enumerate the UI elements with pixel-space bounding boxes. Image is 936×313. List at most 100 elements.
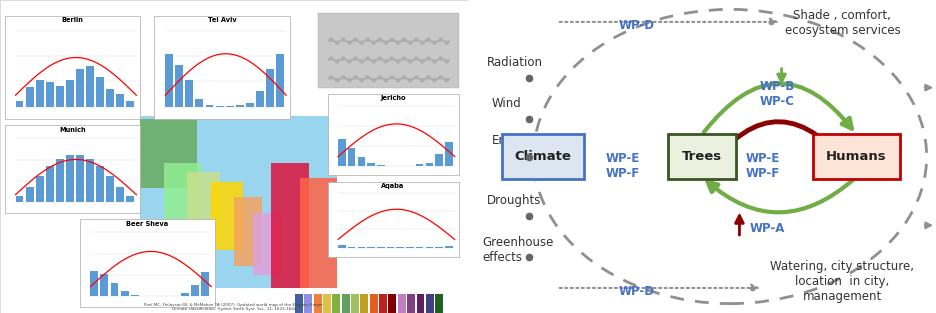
Bar (304, 294, 313, 313)
Text: WP-E
WP-F: WP-E WP-F (746, 152, 780, 180)
Bar (426, 247, 433, 248)
Bar (387, 247, 394, 248)
Text: Aqaba: Aqaba (382, 183, 404, 189)
Text: Trees: Trees (682, 150, 722, 163)
Bar (76, 155, 84, 202)
Bar (358, 247, 365, 248)
FancyArrowPatch shape (708, 179, 855, 213)
Bar (121, 291, 128, 296)
Bar (377, 247, 385, 248)
Bar (367, 162, 374, 166)
Bar (36, 80, 44, 106)
Text: Beer Sheva: Beer Sheva (126, 221, 168, 227)
Bar (106, 89, 114, 106)
Bar (16, 100, 23, 106)
Text: Radiation: Radiation (487, 56, 543, 69)
Bar (253, 213, 281, 275)
Text: Greenhouse
effects: Greenhouse effects (482, 236, 553, 264)
Bar (154, 16, 290, 119)
FancyBboxPatch shape (668, 134, 737, 179)
FancyBboxPatch shape (502, 134, 584, 179)
Bar (348, 247, 356, 248)
Bar (445, 142, 453, 166)
Bar (426, 294, 434, 313)
Bar (318, 13, 459, 88)
Bar (435, 154, 443, 166)
Bar (140, 119, 197, 188)
Text: Watering, city structure,
location  in city,
management: Watering, city structure, location in ci… (770, 260, 914, 303)
Bar (46, 166, 53, 202)
Bar (5, 125, 140, 213)
Bar (126, 196, 134, 202)
Bar (276, 54, 284, 106)
Bar (25, 187, 34, 202)
Bar (175, 65, 183, 106)
Text: Wind: Wind (491, 97, 521, 110)
Bar (86, 66, 94, 106)
Bar (171, 295, 179, 296)
Bar (100, 274, 109, 296)
Text: WP-A: WP-A (750, 222, 785, 235)
Bar (36, 176, 44, 202)
Bar (397, 247, 404, 248)
Bar (388, 294, 397, 313)
Bar (211, 182, 243, 250)
Bar (332, 294, 341, 313)
Text: Shade , comfort,
ecosystem services: Shade , comfort, ecosystem services (784, 9, 900, 37)
Text: Energy: Energy (491, 134, 533, 147)
Bar (106, 176, 114, 202)
Text: WP-E
WP-F: WP-E WP-F (606, 152, 639, 180)
Bar (323, 294, 331, 313)
Bar (328, 182, 459, 257)
Bar (234, 197, 262, 266)
Text: Munich: Munich (59, 127, 86, 133)
Text: Jericho: Jericho (380, 95, 406, 101)
Bar (76, 69, 84, 106)
Bar (181, 293, 189, 296)
Bar (116, 187, 124, 202)
Bar (314, 294, 322, 313)
Bar (435, 247, 443, 248)
Bar (271, 163, 309, 288)
Bar (185, 80, 194, 106)
Text: Tel Aviv: Tel Aviv (208, 17, 237, 23)
Bar (166, 54, 173, 106)
Bar (201, 272, 209, 296)
Bar (206, 105, 213, 106)
Bar (342, 294, 350, 313)
Bar (417, 294, 425, 313)
Bar (398, 294, 406, 313)
Text: WP-D: WP-D (619, 18, 654, 32)
Bar (338, 139, 345, 166)
Bar (164, 163, 201, 219)
Bar (256, 91, 264, 106)
Text: Peel MC, Finlayson BL & McMahon TA (2007). Updated world map of the Koppen-Geige: Peel MC, Finlayson BL & McMahon TA (2007… (144, 303, 324, 311)
Bar (406, 247, 414, 248)
Text: Humans: Humans (826, 150, 886, 163)
Bar (96, 166, 104, 202)
Bar (338, 245, 345, 248)
Bar (246, 103, 254, 106)
Text: Berlin: Berlin (62, 17, 83, 23)
Bar (110, 284, 119, 296)
Bar (416, 247, 423, 248)
Bar (416, 164, 423, 166)
FancyBboxPatch shape (812, 134, 900, 179)
Bar (300, 178, 337, 288)
Bar (358, 156, 365, 166)
Text: WP-D: WP-D (619, 285, 654, 298)
Bar (46, 82, 53, 106)
FancyArrowPatch shape (704, 84, 852, 132)
Bar (236, 105, 243, 106)
Bar (116, 95, 124, 106)
Bar (131, 295, 139, 296)
Bar (445, 246, 453, 248)
Text: WP-B
WP-C: WP-B WP-C (759, 80, 795, 108)
FancyArrowPatch shape (707, 122, 855, 175)
Bar (328, 94, 459, 175)
Bar (140, 116, 337, 288)
Bar (377, 165, 385, 166)
Bar (266, 69, 274, 106)
Bar (56, 159, 64, 202)
Bar (66, 80, 74, 106)
